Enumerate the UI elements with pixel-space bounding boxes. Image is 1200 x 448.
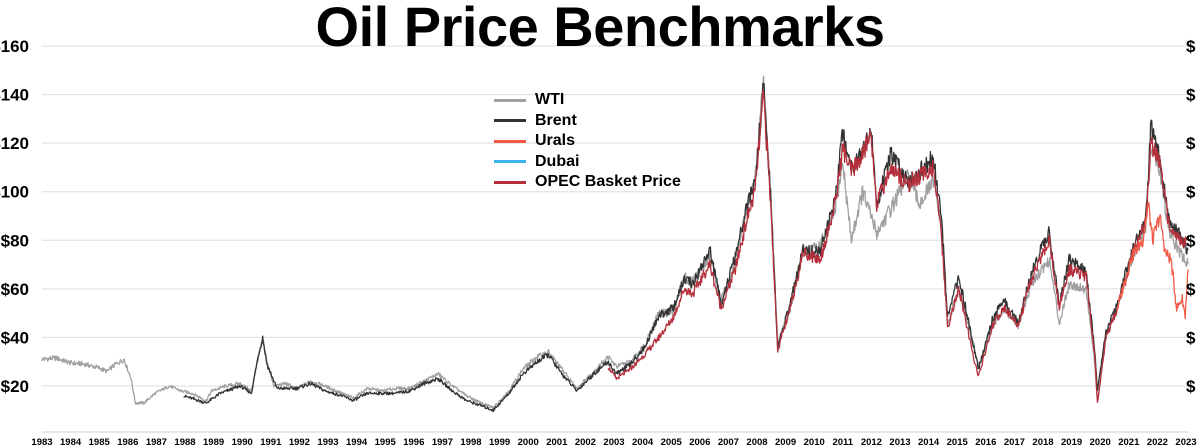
x-tick-label: 2023 (1175, 437, 1196, 448)
x-tick-label: 1990 (232, 437, 253, 448)
x-tick-label: 2012 (861, 437, 882, 448)
y-tick-label-right: $ (1186, 328, 1196, 347)
series-line-opec-basket-price (607, 89, 1189, 403)
legend-item: Brent (494, 111, 681, 132)
y-tick-label-right: $ (1186, 183, 1196, 202)
y-tick-label-right: $ (1186, 134, 1196, 153)
y-tick-label-right: $ (1186, 280, 1196, 299)
legend-label: Dubai (535, 152, 580, 170)
y-tick-label-right: $ (1186, 86, 1196, 105)
x-tick-label: 1986 (117, 437, 138, 448)
x-tick-label: 2017 (1004, 437, 1025, 448)
x-axis-ticks: 1983 1984 1985 1986 1987 1988 1989 1990 1991 1992… (31, 431, 1197, 448)
x-tick-label: 1996 (403, 437, 424, 448)
series-lines (41, 75, 1189, 413)
x-tick-label: 1988 (174, 437, 195, 448)
y-tick-label-right: $ (1186, 37, 1196, 56)
legend-item: Dubai (494, 152, 681, 173)
y-axis-ticks: $20 $ $40 $ $60 $ $80 $ $100 $ $120 $ $140 $ $160 $ (0, 37, 1196, 396)
x-tick-label: 1989 (203, 437, 224, 448)
x-tick-label: 2009 (775, 437, 796, 448)
y-tick-label: $160 (0, 37, 29, 56)
y-tick-label: $20 (1, 377, 29, 396)
x-tick-label: 2014 (918, 437, 940, 448)
chart-title: Oil Price Benchmarks (315, 0, 885, 58)
x-tick-label: 2000 (518, 437, 539, 448)
x-tick-label: 2016 (975, 437, 996, 448)
series-line-brent (183, 82, 1189, 413)
x-tick-label: 1984 (60, 437, 82, 448)
legend-swatch (494, 180, 526, 184)
grid-lines (42, 45, 1188, 387)
legend-label: Brent (535, 111, 577, 129)
x-tick-label: 1997 (432, 437, 453, 448)
x-tick-label: 2006 (689, 437, 710, 448)
x-tick-label: 2007 (718, 437, 739, 448)
legend-label: Urals (535, 132, 576, 150)
legend-item: Urals (494, 131, 681, 152)
x-tick-label: 1999 (489, 437, 510, 448)
y-tick-label: $60 (1, 280, 29, 299)
x-tick-label: 1992 (289, 437, 310, 448)
y-tick-label-right: $ (1186, 231, 1196, 250)
x-tick-label: 1995 (375, 437, 397, 448)
x-tick-label: 2022 (1147, 437, 1168, 448)
x-tick-label: 2019 (1061, 437, 1082, 448)
x-tick-label: 1993 (317, 437, 338, 448)
x-tick-label: 2010 (804, 437, 825, 448)
legend-label: WTI (535, 91, 565, 109)
legend-swatch (494, 119, 526, 123)
legend-swatch (494, 160, 526, 164)
y-tick-label-right: $ (1186, 377, 1196, 396)
x-tick-label: 2018 (1032, 437, 1053, 448)
x-tick-label: 1994 (346, 437, 368, 448)
x-tick-label: 2021 (1118, 437, 1140, 448)
x-tick-label: 2008 (746, 437, 767, 448)
y-tick-label: $100 (0, 183, 29, 202)
x-tick-label: 2011 (832, 437, 853, 448)
chart-legend: WTI Brent Urals Dubai OPEC Basket Price (494, 90, 681, 193)
x-tick-label: 1985 (89, 437, 111, 448)
x-tick-label: 2004 (632, 437, 654, 448)
x-tick-label: 2003 (603, 437, 624, 448)
legend-label: OPEC Basket Price (535, 173, 681, 191)
x-tick-label: 1998 (460, 437, 481, 448)
legend-swatch (494, 139, 526, 143)
x-tick-label: 2005 (661, 437, 683, 448)
legend-swatch (494, 98, 526, 102)
y-tick-label: $140 (0, 86, 29, 105)
x-tick-label: 2002 (575, 437, 596, 448)
legend-item: OPEC Basket Price (494, 172, 681, 193)
y-tick-label: $120 (0, 134, 29, 153)
x-tick-label: 1991 (260, 437, 282, 448)
legend-item: WTI (494, 90, 681, 111)
x-tick-label: 2020 (1090, 437, 1111, 448)
series-line-urals (1116, 201, 1189, 320)
x-tick-label: 2001 (546, 437, 568, 448)
x-tick-label: 1987 (146, 437, 167, 448)
x-tick-label: 1983 (31, 437, 52, 448)
x-tick-label: 2013 (889, 437, 910, 448)
x-tick-label: 2015 (947, 437, 969, 448)
y-tick-label: $40 (1, 328, 29, 347)
y-tick-label: $80 (1, 231, 29, 250)
